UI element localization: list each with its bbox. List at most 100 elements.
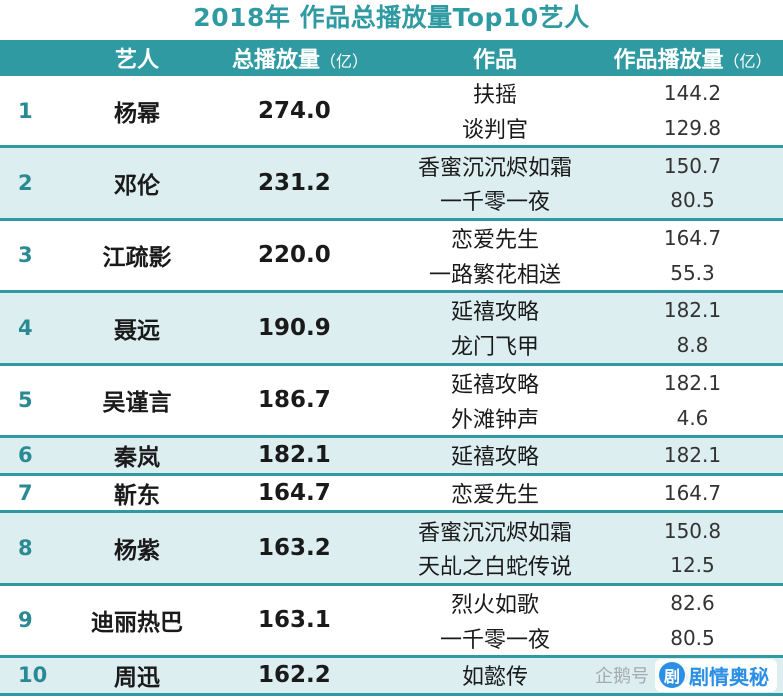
artist-cell: 邓伦 bbox=[62, 145, 212, 220]
table-row: 10霍建华162.2如懿传162.2 bbox=[0, 692, 783, 699]
table-header-row: 艺人 总播放量（亿） 作品 作品播放量（亿） bbox=[0, 40, 783, 76]
rank-cell: 3 bbox=[0, 217, 62, 292]
rank-cell: 7 bbox=[0, 472, 62, 512]
rank-cell: 4 bbox=[0, 290, 62, 364]
total-plays-cell: 186.7 bbox=[212, 362, 388, 437]
artist-cell: 杨幂 bbox=[114, 100, 160, 127]
table-row: 4 聂远 190.9 延禧攻略 182.1 bbox=[0, 290, 783, 364]
work-plays-cell: 150.7 bbox=[602, 145, 783, 184]
artist-cell: 霍建华 bbox=[62, 692, 212, 699]
table-row: 9 迪丽热巴 163.1 烈火如歌 82.6 bbox=[0, 582, 783, 657]
table-row: 6 秦岚 182.1 延禧攻略 182.1 bbox=[0, 434, 783, 475]
table-row: 谈判官 129.8 bbox=[0, 111, 783, 147]
watermark-brand-text: 剧情奥秘 bbox=[689, 664, 769, 689]
rank-cell: 2 bbox=[0, 145, 62, 220]
work-title-cell: 恋爱先生 bbox=[388, 472, 602, 512]
work-title-cell: 外滩钟声 bbox=[450, 407, 539, 433]
table-row: 龙门飞甲 8.8 bbox=[0, 327, 783, 364]
artist-cell: 秦岚 bbox=[62, 434, 212, 475]
work-title-cell: 龙门飞甲 bbox=[388, 327, 602, 364]
rank-cell: 8 bbox=[0, 510, 62, 585]
work-plays-cell: 4.6 bbox=[676, 405, 709, 430]
watermark-platform-text: 企鹅号 bbox=[595, 666, 649, 687]
work-title-cell: 一路繁花相送 bbox=[428, 262, 561, 288]
header-total-label: 总播放量 bbox=[231, 48, 320, 73]
table-row: 1 杨幂 274.0 扶摇 144.2 bbox=[0, 76, 783, 126]
total-plays-cell: 163.2 bbox=[212, 510, 388, 585]
table-row: 一千零一夜 80.5 bbox=[0, 620, 783, 656]
work-plays-cell: 182.1 bbox=[602, 290, 783, 328]
header-total-unit: （亿） bbox=[320, 52, 369, 71]
total-plays-cell: 162.2 bbox=[212, 692, 388, 699]
total-plays-cell: 231.2 bbox=[212, 145, 388, 220]
rank-cell: 10 bbox=[0, 655, 62, 695]
work-plays-cell: 164.7 bbox=[602, 472, 783, 512]
total-plays-cell: 220.0 bbox=[212, 217, 388, 292]
table-title: 2018年 作品总播放量Top10艺人 bbox=[193, 3, 590, 32]
header-artist: 艺人 bbox=[62, 40, 212, 76]
work-plays-cell: 162.2 bbox=[602, 692, 783, 699]
artist-cell: 吴谨言 bbox=[62, 362, 212, 437]
work-title-cell: 扶摇 bbox=[472, 83, 517, 109]
work-plays-cell: 144.2 bbox=[663, 81, 722, 106]
brand-logo-icon: 剧 bbox=[659, 662, 685, 688]
work-title-cell: 一千零一夜 bbox=[388, 183, 602, 220]
header-work-plays-label: 作品播放量 bbox=[613, 48, 724, 73]
rank-cell: 10 bbox=[0, 692, 62, 699]
work-plays-cell: 182.1 bbox=[602, 434, 783, 475]
work-title-cell: 延禧攻略 bbox=[388, 434, 602, 475]
header-rank bbox=[0, 40, 62, 76]
work-title-cell: 一千零一夜 bbox=[439, 627, 550, 653]
total-plays-cell: 190.9 bbox=[212, 290, 388, 364]
work-plays-cell: 182.1 bbox=[602, 362, 783, 401]
header-work-plays-unit: （亿） bbox=[723, 52, 772, 71]
table-row: 7 靳东 164.7 恋爱先生 164.7 bbox=[0, 472, 783, 512]
table-row: 一千零一夜 80.5 bbox=[0, 183, 783, 220]
table-row: 天乩之白蛇传说 12.5 bbox=[0, 547, 783, 585]
total-plays-cell: 162.2 bbox=[212, 655, 388, 695]
table-row: 一路繁花相送 55.3 bbox=[0, 255, 783, 291]
table-row: 2 邓伦 231.2 香蜜沉沉烬如霜 150.7 bbox=[0, 145, 783, 220]
work-plays-cell: 164.7 bbox=[602, 217, 783, 256]
work-plays-cell: 150.8 bbox=[602, 510, 783, 548]
work-plays-cell: 8.8 bbox=[602, 327, 783, 364]
table-body: 1 杨幂 274.0 扶摇 144.2 谈判官 129.8 2 邓伦 231.2 香蜜沉沉烬如霜 15… bbox=[0, 76, 783, 699]
work-title-cell: 恋爱先生 bbox=[388, 217, 602, 256]
work-title-cell: 香蜜沉沉烬如霜 bbox=[388, 145, 602, 184]
work-plays-cell: 55.3 bbox=[670, 260, 715, 285]
total-plays-cell: 164.7 bbox=[212, 472, 388, 512]
table-row: 3 江疏影 220.0 恋爱先生 164.7 bbox=[0, 217, 783, 292]
rank-cell: 9 bbox=[0, 582, 62, 657]
work-title-cell: 如懿传 bbox=[388, 692, 602, 699]
work-plays-cell: 12.5 bbox=[602, 547, 783, 585]
artist-cell: 江疏影 bbox=[62, 217, 212, 292]
work-title-cell: 延禧攻略 bbox=[388, 362, 602, 401]
total-plays-cell: 274.0 bbox=[258, 97, 331, 124]
work-title-cell: 天乩之白蛇传说 bbox=[388, 547, 602, 585]
total-plays-cell: 163.1 bbox=[212, 582, 388, 657]
work-title-cell: 谈判官 bbox=[461, 118, 528, 144]
work-title-cell: 延禧攻略 bbox=[388, 290, 602, 328]
artist-cell: 杨紫 bbox=[62, 510, 212, 585]
work-plays-cell: 129.8 bbox=[663, 116, 722, 141]
work-title-cell: 烈火如歌 bbox=[388, 582, 602, 621]
table-row: 5 吴谨言 186.7 延禧攻略 182.1 bbox=[0, 362, 783, 437]
total-plays-cell: 182.1 bbox=[212, 434, 388, 475]
table-row: 外滩钟声 4.6 bbox=[0, 400, 783, 436]
watermark: 企鹅号 剧 剧情奥秘 bbox=[595, 655, 777, 695]
work-title-cell: 香蜜沉沉烬如霜 bbox=[388, 510, 602, 548]
rank-cell: 6 bbox=[0, 434, 62, 475]
watermark-brand: 剧 剧情奥秘 bbox=[655, 658, 777, 692]
header-work-plays: 作品播放量（亿） bbox=[602, 40, 783, 76]
header-work: 作品 bbox=[388, 40, 602, 76]
artist-cell: 聂远 bbox=[62, 290, 212, 364]
ranking-table: 艺人 总播放量（亿） 作品 作品播放量（亿） 1 杨幂 274.0 扶摇 144.2 谈判… bbox=[0, 40, 783, 699]
artist-cell: 靳东 bbox=[62, 472, 212, 512]
artist-cell: 周迅 bbox=[62, 655, 212, 695]
work-plays-cell: 80.5 bbox=[602, 183, 783, 220]
table-row: 8 杨紫 163.2 香蜜沉沉烬如霜 150.8 bbox=[0, 510, 783, 585]
work-plays-cell: 82.6 bbox=[602, 582, 783, 621]
rank-cell: 1 bbox=[18, 98, 33, 123]
work-title-cell: 如懿传 bbox=[388, 655, 602, 695]
